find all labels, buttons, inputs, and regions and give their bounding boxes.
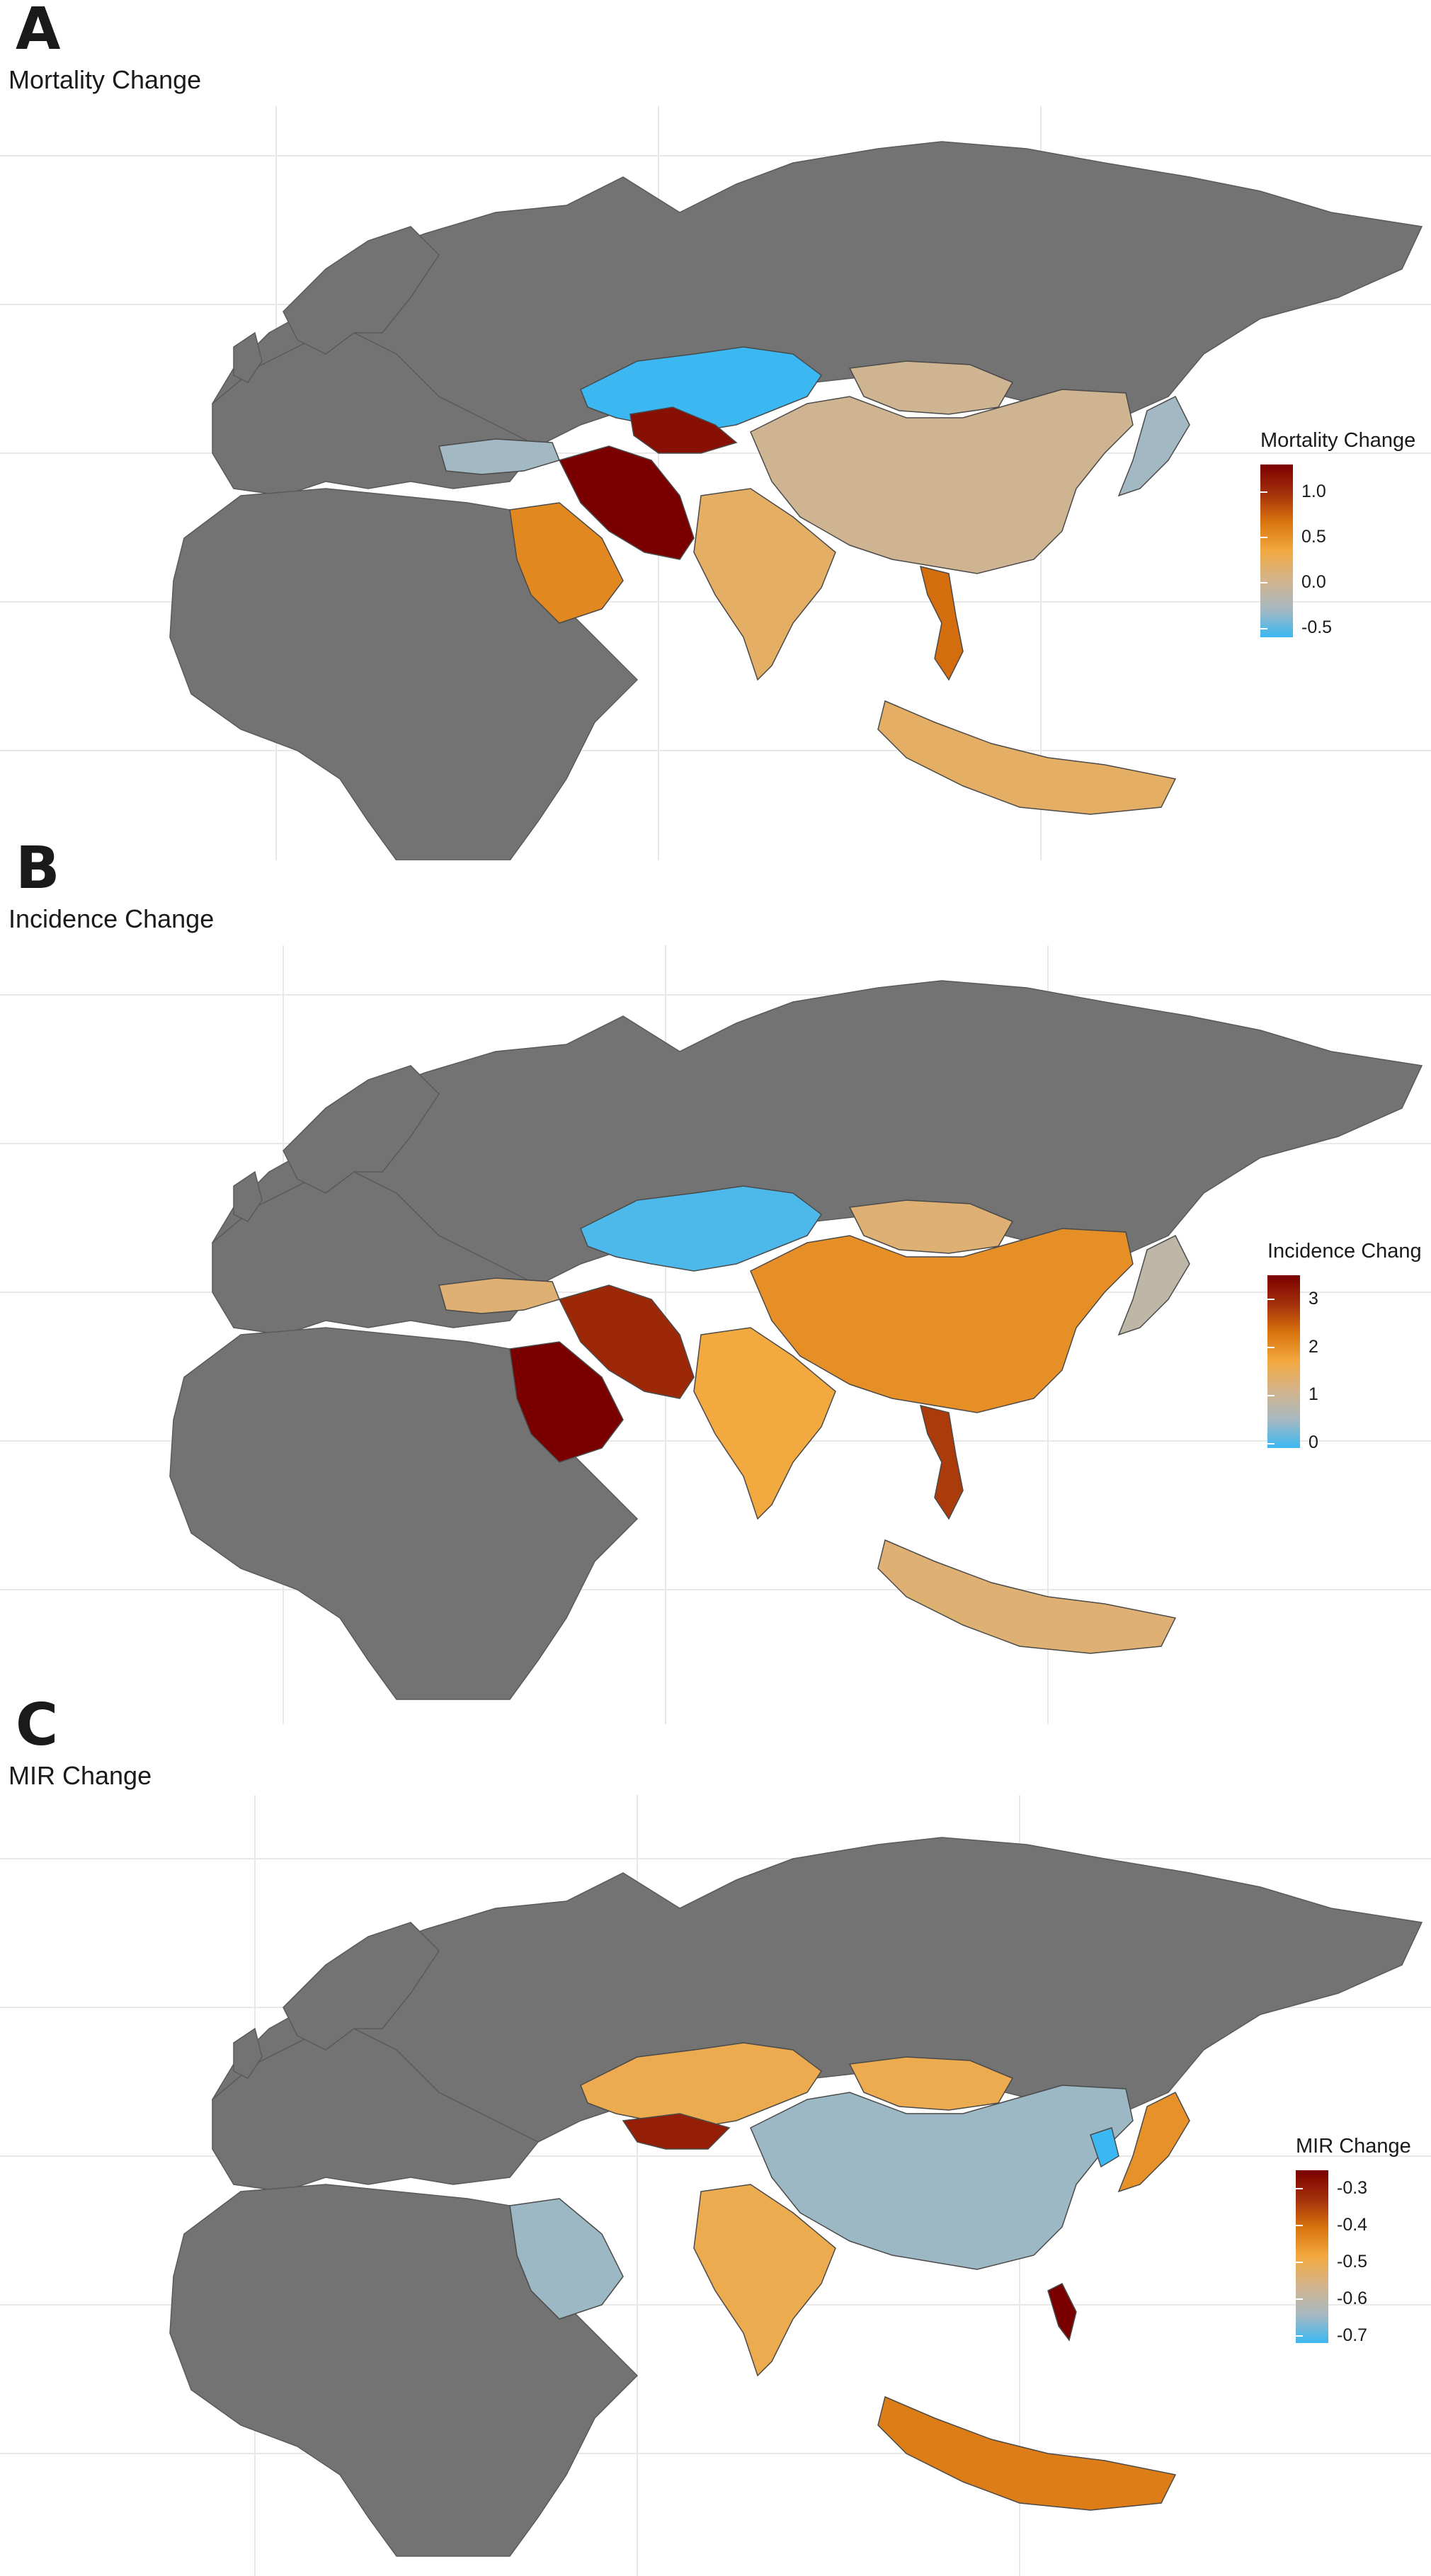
panel-b: B Incidence Change Incidence Chang 3 2 1 0 bbox=[0, 835, 1431, 1724]
legend-tick-label: -0.7 bbox=[1295, 2325, 1368, 2345]
landmass-uk bbox=[233, 2027, 263, 2079]
region-japan bbox=[1117, 395, 1190, 497]
base-land bbox=[169, 141, 1423, 860]
panel-title: Mortality Change bbox=[8, 65, 202, 94]
legend-tick-label: -0.6 bbox=[1295, 2288, 1368, 2308]
landmass-scandinavia bbox=[283, 226, 440, 355]
legend-tick-label: 0 bbox=[1267, 1432, 1318, 1453]
panel-a: A Mortality Change Mortality Change 1.0 0… bbox=[0, 0, 1431, 860]
region-iran bbox=[558, 445, 695, 560]
legend-color-bar bbox=[1267, 1275, 1300, 1448]
region-kazakhstan bbox=[580, 2042, 823, 2128]
legend-tick-label: 1.0 bbox=[1260, 481, 1326, 501]
legend-color-bar bbox=[1260, 465, 1293, 637]
panel-letter: B bbox=[16, 835, 60, 902]
landmass-uk bbox=[233, 331, 263, 383]
region-turkey bbox=[438, 438, 561, 475]
country-shapes bbox=[509, 2042, 1190, 2511]
region-indonesia bbox=[877, 1539, 1177, 1654]
region-kazakhstan bbox=[580, 346, 823, 433]
region-indonesia bbox=[877, 2395, 1177, 2511]
region-japan bbox=[1117, 2091, 1190, 2193]
region-vietnam bbox=[919, 565, 964, 681]
region-china bbox=[750, 2085, 1134, 2270]
landmass-uk bbox=[233, 1170, 263, 1222]
legend-tick-label: 0.5 bbox=[1260, 526, 1326, 547]
region-china bbox=[750, 389, 1134, 574]
region-saudi-arabia bbox=[509, 1341, 624, 1463]
region-india bbox=[693, 2184, 836, 2377]
region-japan bbox=[1117, 1234, 1190, 1336]
panel-letter: C bbox=[16, 1692, 59, 1759]
legend-title: Incidence Chang bbox=[1267, 1240, 1422, 1263]
legend-tick-label: -0.4 bbox=[1295, 2214, 1368, 2235]
region-india bbox=[693, 488, 836, 681]
legend-color-bar bbox=[1296, 2170, 1328, 2343]
region-indonesia bbox=[877, 700, 1177, 815]
region-kazakhstan bbox=[580, 1185, 823, 1272]
region-uzbekistan bbox=[622, 2113, 731, 2150]
legend-tick-label: -0.3 bbox=[1295, 2177, 1368, 2198]
legend-tick-label: -0.5 bbox=[1295, 2251, 1368, 2272]
base-land bbox=[169, 980, 1423, 1700]
region-philippines bbox=[1047, 2282, 1077, 2342]
region-saudi-arabia bbox=[509, 502, 624, 624]
base-land bbox=[169, 1837, 1423, 2557]
panel-title: MIR Change bbox=[8, 1761, 152, 1790]
panel-title: Incidence Change bbox=[8, 904, 215, 933]
region-turkey bbox=[438, 1277, 561, 1314]
legend-tick-label: 2 bbox=[1267, 1336, 1318, 1357]
country-shapes bbox=[438, 346, 1190, 815]
map-incidence bbox=[0, 945, 1431, 1724]
landmass-scandinavia bbox=[283, 1922, 440, 2051]
landmass-scandinavia bbox=[283, 1065, 440, 1194]
landmass-africa bbox=[169, 2184, 639, 2557]
map-mortality bbox=[0, 106, 1431, 860]
region-iran bbox=[558, 1284, 695, 1399]
landmass-africa bbox=[169, 488, 639, 860]
region-south-korea bbox=[1090, 2127, 1119, 2168]
region-vietnam bbox=[919, 1404, 964, 1520]
region-turkmenistan bbox=[629, 406, 738, 454]
legend-tick-label: 1 bbox=[1267, 1384, 1318, 1405]
map-mir bbox=[0, 1795, 1431, 2576]
panel-c: C MIR Change MIR Change -0.3 -0.4 -0.5 -0.6… bbox=[0, 1692, 1431, 2576]
legend-tick-label: -0.5 bbox=[1260, 617, 1333, 638]
country-shapes bbox=[438, 1185, 1190, 1654]
legend-title: Mortality Change bbox=[1260, 429, 1416, 452]
legend-tick-label: 0.0 bbox=[1260, 571, 1326, 592]
legend-tick-label: 3 bbox=[1267, 1288, 1318, 1309]
panel-letter: A bbox=[16, 0, 61, 63]
region-saudi-arabia bbox=[509, 2198, 624, 2320]
region-china bbox=[750, 1228, 1134, 1413]
landmass-africa bbox=[169, 1327, 639, 1700]
region-india bbox=[693, 1327, 836, 1520]
legend-title: MIR Change bbox=[1296, 2135, 1411, 2158]
